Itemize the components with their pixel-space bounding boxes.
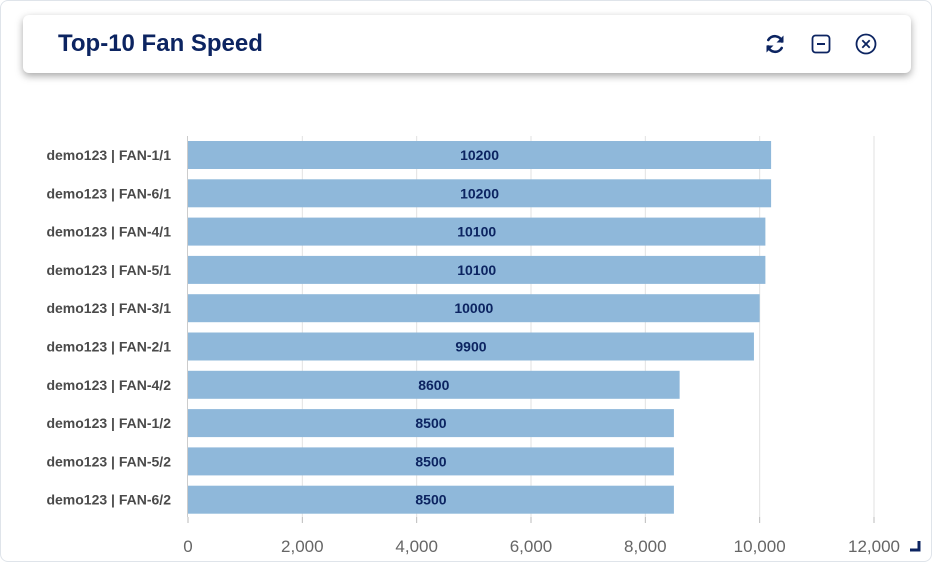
bar[interactable] [188,217,766,246]
category-label: demo123 | FAN-6/1 [46,185,171,201]
bar[interactable] [188,294,760,323]
widget-title: Top-10 Fan Speed [58,30,263,57]
bar-value-label: 8500 [415,415,446,431]
bar-value-label: 8500 [415,492,446,508]
bar[interactable] [188,447,674,476]
bar[interactable] [188,179,772,208]
x-tick-label: 0 [183,537,192,556]
category-label: demo123 | FAN-4/2 [46,377,171,393]
bar-value-label: 10000 [454,300,493,316]
x-tick-label: 4,000 [395,537,438,556]
widget-header: Top-10 Fan Speed [23,15,911,73]
x-tick-label: 10,000 [734,537,786,556]
refresh-icon[interactable] [763,32,787,56]
category-label: demo123 | FAN-5/1 [46,262,171,278]
category-label: demo123 | FAN-6/2 [46,492,171,508]
x-tick-label: 8,000 [624,537,667,556]
bar[interactable] [188,485,674,514]
bar-value-label: 9900 [455,339,486,355]
bar[interactable] [188,409,674,438]
bar[interactable] [188,332,754,361]
bar-value-label: 10100 [457,224,496,240]
minimize-icon[interactable] [809,32,833,56]
x-tick-label: 2,000 [281,537,324,556]
bar[interactable] [188,141,772,169]
category-label: demo123 | FAN-5/2 [46,453,171,469]
bar-value-label: 8600 [418,377,449,393]
category-label: demo123 | FAN-4/1 [46,224,171,240]
category-label: demo123 | FAN-1/2 [46,415,171,431]
x-tick-label: 12,000 [848,537,900,556]
bar-value-label: 10200 [460,147,499,163]
bar-value-label: 10200 [460,185,499,201]
x-tick-label: 6,000 [510,537,553,556]
category-label: demo123 | FAN-2/1 [46,339,171,355]
close-icon[interactable] [854,32,878,56]
category-label: demo123 | FAN-3/1 [46,300,171,316]
category-label: demo123 | FAN-1/1 [46,147,171,163]
bar-value-label: 8500 [415,453,446,469]
bar-value-label: 10100 [457,262,496,278]
resize-handle-icon[interactable] [909,539,921,552]
bar[interactable] [188,255,766,284]
bar[interactable] [188,370,680,399]
